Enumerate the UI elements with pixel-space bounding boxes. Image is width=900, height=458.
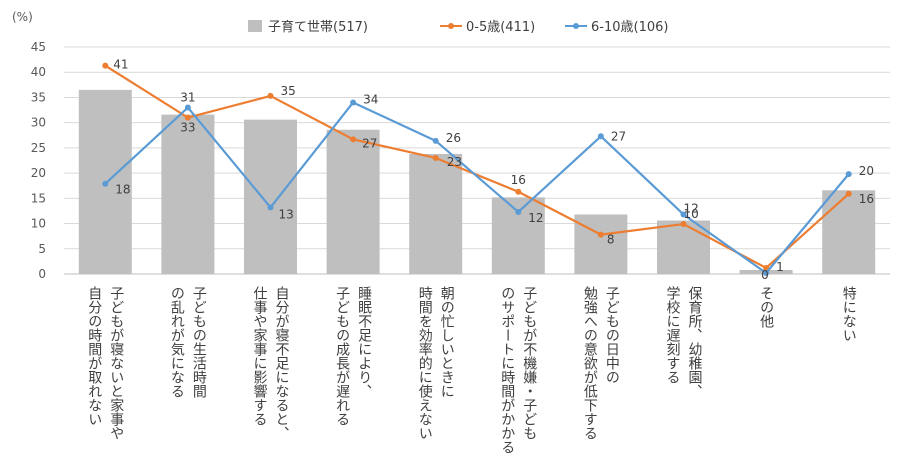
data-label: 20 <box>859 164 874 178</box>
data-label: 12 <box>528 211 543 225</box>
legend-label: 子育て世帯(517) <box>268 19 368 35</box>
data-label: 31 <box>180 91 195 105</box>
data-label: 12 <box>684 201 699 215</box>
category-label: 子どもの日中の <box>604 286 620 384</box>
bar <box>574 214 628 274</box>
category-label: 自分が寝不足になると、 <box>274 286 290 440</box>
data-point <box>763 269 770 276</box>
data-label: 33 <box>180 121 195 135</box>
data-label: 35 <box>281 84 296 98</box>
category-label: その他 <box>758 286 774 329</box>
data-label: 34 <box>363 92 378 106</box>
category-label: 子どもの生活時間 <box>191 286 207 399</box>
category-label: 仕事や家事に影響する <box>252 286 268 426</box>
category-label: 時間を効率的に使えない <box>417 286 433 440</box>
data-label: 27 <box>362 136 377 150</box>
category-label: 保育所、幼稚園、 <box>687 286 703 398</box>
data-point <box>267 204 274 211</box>
category-label: 勉強への意欲が低下する <box>582 286 598 440</box>
data-point <box>184 104 191 111</box>
y-tick-label: 20 <box>31 166 46 180</box>
bar <box>326 129 380 274</box>
data-point <box>267 92 274 99</box>
data-label: 10 <box>684 207 699 221</box>
y-tick-label: 30 <box>31 116 46 130</box>
data-point <box>763 264 770 271</box>
data-point <box>680 221 687 228</box>
data-label: 41 <box>113 58 128 72</box>
data-point <box>680 211 687 218</box>
data-label: 18 <box>115 183 130 197</box>
data-point <box>432 137 439 144</box>
legend-label: 6-10歳(106) <box>591 20 668 35</box>
y-tick-label: 40 <box>31 65 46 79</box>
y-tick-label: 35 <box>31 90 46 104</box>
category-label: 子どもが寝ないと家事や <box>108 286 124 440</box>
data-point <box>350 99 357 106</box>
data-point <box>845 171 852 178</box>
category-label: 朝の忙しいときに <box>439 286 455 398</box>
y-tick-label: 15 <box>31 191 46 205</box>
series-line <box>104 101 850 275</box>
y-tick-label: 25 <box>31 141 46 155</box>
y-tick-label: 10 <box>31 217 46 231</box>
data-label: 13 <box>279 207 294 221</box>
data-label: 26 <box>446 131 461 145</box>
data-label: 0 <box>761 268 769 282</box>
data-point <box>350 136 357 143</box>
y-tick-label: 0 <box>38 267 46 281</box>
data-label: 8 <box>607 233 615 247</box>
data-point <box>515 188 522 195</box>
data-label: 16 <box>859 192 874 206</box>
data-point <box>102 180 109 187</box>
bar <box>657 220 710 274</box>
legend-swatch <box>248 20 262 32</box>
data-label: 27 <box>611 129 626 143</box>
data-point <box>515 208 522 215</box>
category-label: の乱れが気になる <box>169 286 185 398</box>
legend-marker <box>448 23 454 29</box>
category-label: 子どもが不機嫌・子ども <box>521 286 537 440</box>
data-point <box>102 62 109 69</box>
bar <box>822 190 876 274</box>
y-tick-label: 5 <box>38 242 46 256</box>
bar <box>491 197 545 274</box>
data-label: 23 <box>447 155 462 169</box>
data-label: 16 <box>511 173 526 187</box>
legend-marker <box>573 23 579 29</box>
series-line <box>104 64 850 270</box>
y-tick-label: 45 <box>31 40 46 54</box>
bar <box>161 114 215 275</box>
data-point <box>432 154 439 161</box>
category-label: 学校に遅刻する <box>665 286 681 384</box>
bar <box>244 119 297 274</box>
data-point <box>845 190 852 197</box>
data-point <box>597 133 604 140</box>
category-label: 睡眠不足により、 <box>356 286 372 398</box>
category-label: 特にない <box>841 286 857 342</box>
data-point <box>597 231 604 238</box>
category-label: 子どもの成長が遅れる <box>334 286 350 426</box>
data-label: 1 <box>776 260 784 274</box>
y-axis-unit: (%) <box>12 10 33 24</box>
category-label: のサポートに時間がかかる <box>499 286 515 454</box>
data-point <box>184 114 191 121</box>
category-label: 自分の時間が取れない <box>86 286 102 426</box>
bar <box>409 153 463 274</box>
legend-label: 0-5歳(411) <box>466 20 535 35</box>
